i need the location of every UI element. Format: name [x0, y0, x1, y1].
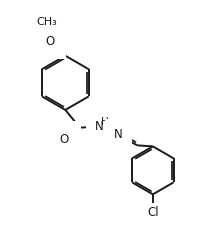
Text: N: N	[114, 128, 123, 141]
Text: CH₃: CH₃	[36, 16, 57, 27]
Text: O: O	[60, 132, 69, 146]
Text: N: N	[95, 120, 104, 133]
Text: O: O	[45, 35, 54, 48]
Text: Cl: Cl	[147, 206, 159, 219]
Text: H: H	[101, 117, 109, 127]
